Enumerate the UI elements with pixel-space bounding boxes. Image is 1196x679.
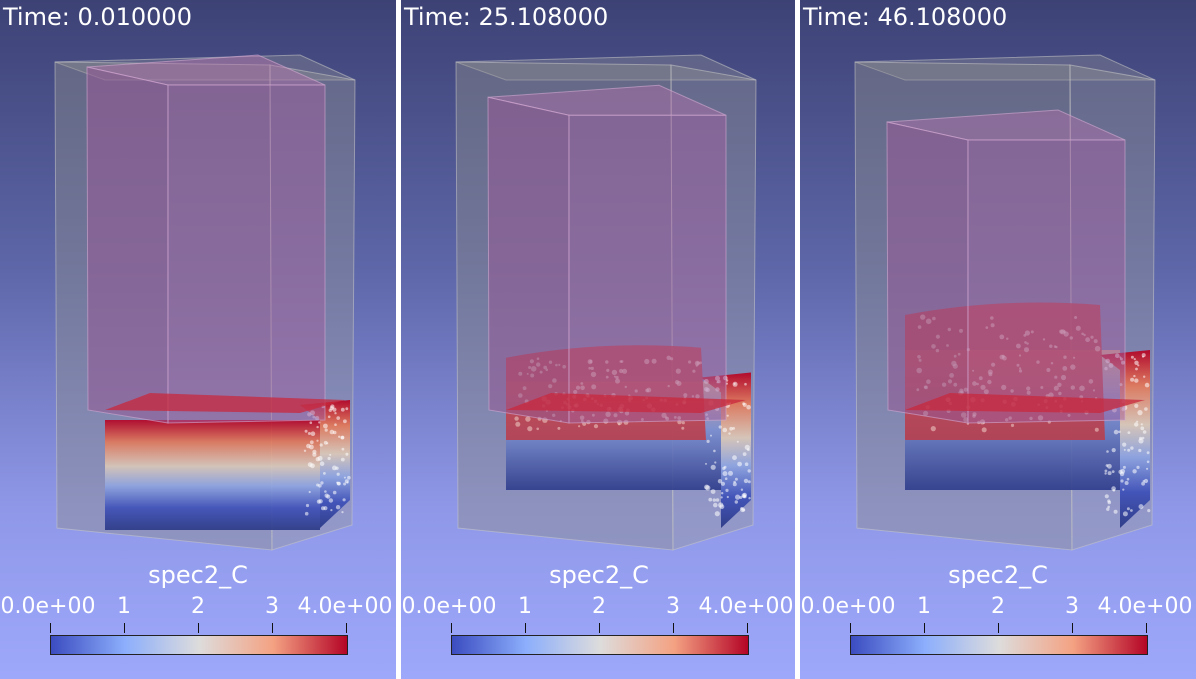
render-view-1[interactable]: Time: 0.010000 spec2_C 0.0e+00 1 2 3 4.0e+00 [0,0,396,679]
colorbar-tick [747,623,748,633]
colorbar-tick-label: 3 [265,594,279,620]
colorbar-tick [525,623,526,633]
colorbar-tick-label: 1 [518,594,532,620]
colorbar-tick [850,623,851,633]
inner-tank-box [488,85,726,423]
render-view-3[interactable]: Time: 46.108000 spec2_C 0.0e+00 1 2 3 4.0e+00 [800,0,1196,679]
colorbar-tick-label: 2 [991,594,1005,620]
colorbar-title: spec2_C [148,561,248,589]
time-label: Time: 25.108000 [404,3,608,31]
colorbar-tick-label: 0.0e+00 [402,594,497,620]
colorbar-title: spec2_C [549,561,649,589]
colorbar-title: spec2_C [948,561,1048,589]
render-view-2[interactable]: Time: 25.108000 spec2_C 0.0e+00 1 2 3 4.0e+00 [401,0,795,679]
colorbar-tick [998,623,999,633]
colorbar [850,635,1148,655]
colorbar-tick [673,623,674,633]
colorbar-tick-label: 0.0e+00 [1,594,96,620]
time-label: Time: 0.010000 [3,3,192,31]
colorbar-tick [272,623,273,633]
colorbar-tick-label: 2 [592,594,606,620]
inner-tank-box [87,55,325,423]
colorbar [50,635,348,655]
colorbar-tick-label: 2 [191,594,205,620]
colorbar-tick-label: 1 [117,594,131,620]
colorbar-tick-label: 3 [666,594,680,620]
colorbar-tick [198,623,199,633]
colorbar-tick-label: 4.0e+00 [1098,594,1193,620]
colorbar-tick-label: 0.0e+00 [801,594,896,620]
colorbar-tick [346,623,347,633]
colorbar-tick-label: 4.0e+00 [298,594,393,620]
colorbar-tick [50,623,51,633]
time-label: Time: 46.108000 [803,3,1007,31]
colorbar [451,635,749,655]
colorbar-tick-label: 3 [1065,594,1079,620]
colorbar-tick [924,623,925,633]
colorbar-tick [1146,623,1147,633]
colorbar-tick [599,623,600,633]
colorbar-tick [124,623,125,633]
colorbar-tick-label: 4.0e+00 [699,594,794,620]
colorbar-tick [1072,623,1073,633]
colorbar-tick [451,623,452,633]
inner-tank-box [887,110,1125,423]
colorbar-tick-label: 1 [917,594,931,620]
